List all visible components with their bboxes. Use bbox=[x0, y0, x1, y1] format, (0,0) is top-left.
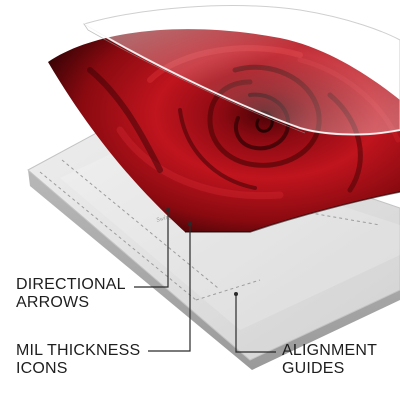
callout-label-line: ICONS bbox=[16, 360, 68, 377]
directional-arrows-callout: DIRECTIONAL ARROWS bbox=[16, 276, 126, 312]
leader-line-mil-thickness bbox=[148, 224, 191, 352]
callout-label-line: MIL THICKNESS bbox=[16, 342, 141, 359]
mil-thickness-icons-callout: MIL THICKNESS ICONS bbox=[16, 342, 140, 378]
callout-label-line: GUIDES bbox=[282, 360, 345, 377]
leader-dots bbox=[166, 208, 238, 296]
callout-label-line: ALIGNMENT bbox=[282, 342, 378, 359]
leader-lines bbox=[134, 210, 276, 353]
leader-line-alignment-guides bbox=[235, 294, 276, 353]
callout-label-line: ARROWS bbox=[16, 294, 90, 311]
alignment-guide-bottom bbox=[195, 279, 261, 301]
alignment-guide-center bbox=[61, 159, 219, 289]
leader-line-directional-arrows bbox=[134, 210, 169, 288]
alignment-guide-left bbox=[39, 171, 197, 301]
carrier-sheet-edge bbox=[28, 170, 400, 370]
callout-label-line: DIRECTIONAL bbox=[16, 276, 126, 293]
alignment-guides-callout: ALIGNMENT GUIDES bbox=[282, 342, 377, 378]
